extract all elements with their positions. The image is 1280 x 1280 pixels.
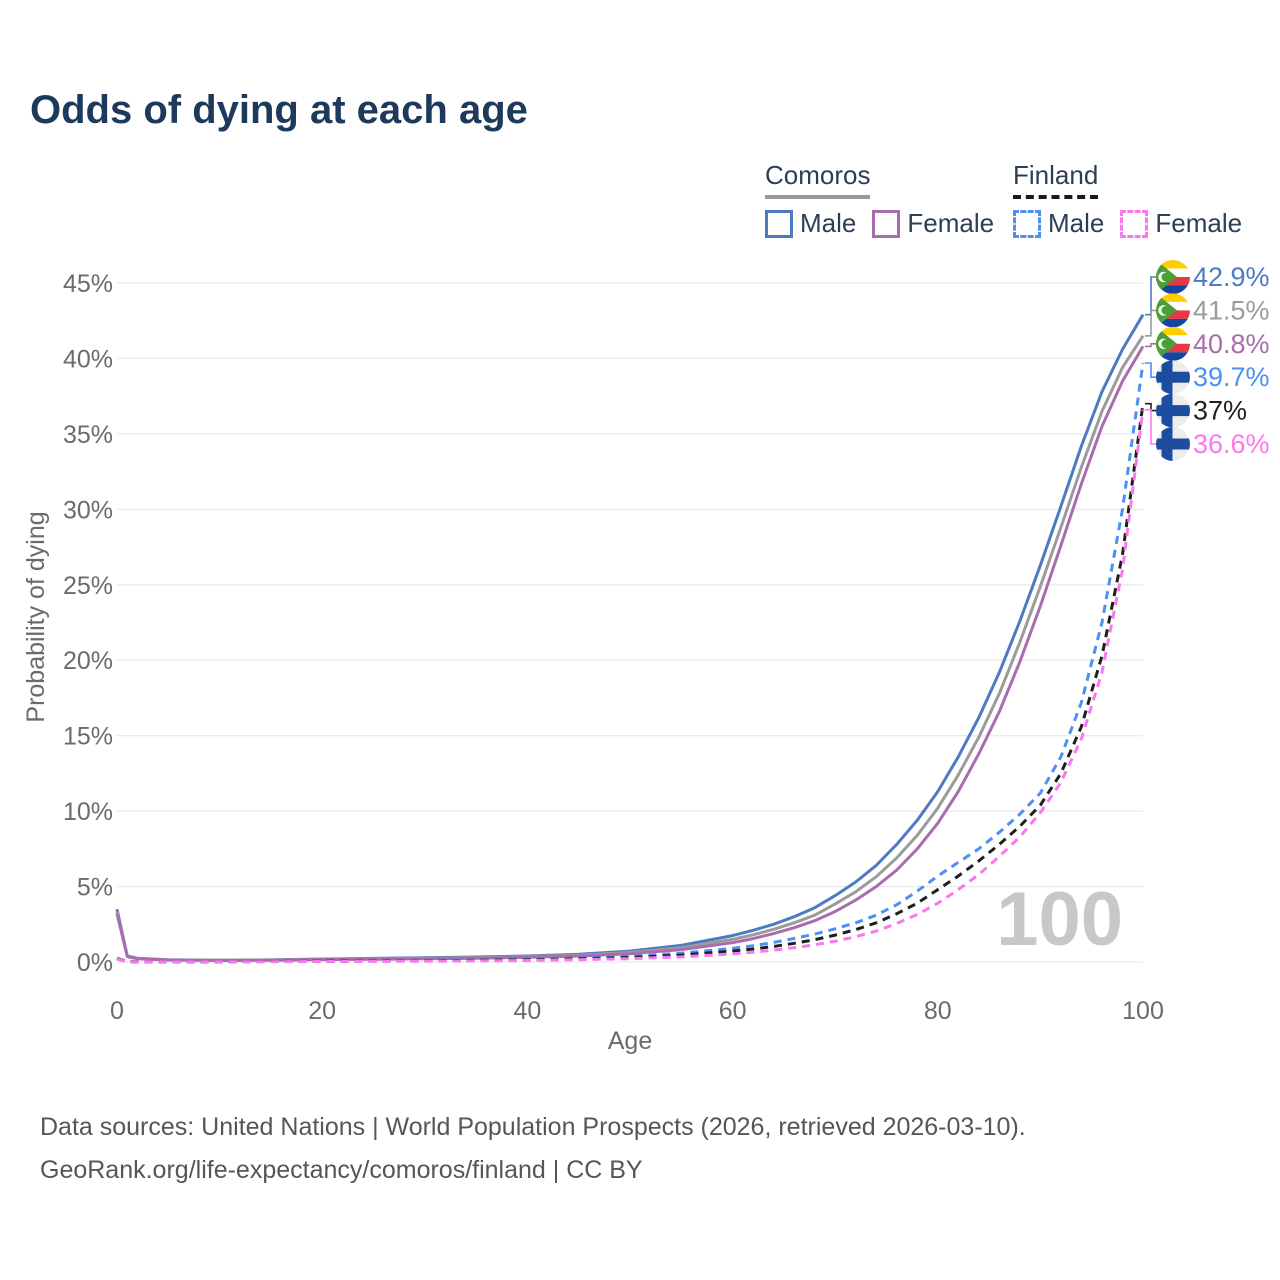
- legend-item-label: Female: [907, 208, 995, 238]
- end-label-leader-finland-male: [1145, 362, 1156, 378]
- end-label-comoros-male: 42.9%: [1193, 262, 1270, 292]
- legend-item-label: Male: [800, 208, 857, 238]
- x-tick-label: 80: [924, 997, 952, 1025]
- age-cursor-watermark: 100: [996, 877, 1123, 962]
- finland-flag-icon: [1156, 393, 1190, 428]
- y-tick-label: 20%: [63, 647, 113, 675]
- end-label-comoros-female: 40.8%: [1193, 329, 1270, 359]
- x-axis-title: Age: [608, 1027, 652, 1055]
- page-title: Odds of dying at each age: [30, 88, 528, 132]
- y-tick-label: 45%: [63, 270, 113, 298]
- y-tick-label: 35%: [63, 421, 113, 449]
- x-tick-label: 20: [308, 997, 336, 1025]
- legend-row-comoros: Male Female: [765, 208, 994, 239]
- legend-item-label: Female: [1155, 208, 1243, 238]
- y-tick-label: 0%: [77, 949, 113, 977]
- y-tick-label: 40%: [63, 345, 113, 373]
- legend-item-label: Male: [1048, 208, 1105, 238]
- footer: Data sources: United Nations | World Pop…: [40, 1106, 1026, 1192]
- legend-row-finland: Male Female: [1013, 208, 1242, 239]
- footer-data-sources: Data sources: United Nations | World Pop…: [40, 1113, 1026, 1141]
- legend-group-finland: Finland Male Female: [1013, 160, 1242, 239]
- end-label-finland-female: 36.6%: [1193, 429, 1270, 459]
- comoros-flag-icon: [1156, 293, 1190, 328]
- legend-item-comoros-female[interactable]: Female: [872, 208, 994, 239]
- comoros-flag-icon: [1156, 326, 1190, 361]
- end-label-finland-male: 39.7%: [1193, 362, 1270, 392]
- end-label-finland-all: 37%: [1193, 396, 1247, 426]
- comoros-male-swatch-icon: [765, 209, 793, 238]
- footer-attribution: GeoRank.org/life-expectancy/comoros/finl…: [40, 1156, 643, 1184]
- series-line-comoros-female: [115, 345, 1145, 962]
- y-tick-label: 25%: [63, 572, 113, 600]
- legend-header-finland[interactable]: Finland: [1013, 160, 1099, 199]
- finland-male-swatch-icon: [1013, 209, 1041, 238]
- end-label-leader-comoros-all: [1145, 309, 1156, 337]
- y-axis-title: Probability of dying: [22, 511, 50, 722]
- series-line-finland-all: [116, 403, 1145, 964]
- y-tick-label: 10%: [63, 798, 113, 826]
- x-tick-label: 40: [513, 997, 541, 1025]
- series-line-comoros-all: [115, 334, 1145, 962]
- legend-item-comoros-male[interactable]: Male: [765, 208, 856, 239]
- series-line-finland-male: [116, 362, 1145, 964]
- end-label-leader-comoros-male: [1145, 276, 1156, 316]
- end-label-leader-comoros-female: [1145, 343, 1156, 348]
- y-tick-label: 30%: [63, 496, 113, 524]
- legend-header-comoros[interactable]: Comoros: [765, 160, 871, 199]
- legend-item-finland-male[interactable]: Male: [1013, 208, 1104, 239]
- x-tick-label: 60: [719, 997, 747, 1025]
- y-tick-label: 5%: [77, 874, 113, 902]
- x-tick-label: 0: [110, 997, 124, 1025]
- finland-flag-icon: [1156, 427, 1190, 461]
- comoros-flag-icon: [1156, 260, 1190, 294]
- end-label-leader-finland-all: [1145, 402, 1156, 412]
- legend-group-comoros: Comoros Male Female: [765, 160, 994, 239]
- finland-flag-icon: [1156, 360, 1190, 395]
- series-line-comoros-male: [115, 313, 1145, 962]
- series-line-finland-female: [116, 409, 1145, 964]
- comoros-female-swatch-icon: [872, 209, 901, 238]
- end-label-leader-finland-female: [1145, 408, 1156, 445]
- y-tick-label: 15%: [63, 723, 113, 751]
- finland-female-swatch-icon: [1120, 209, 1149, 238]
- end-label-comoros-all: 41.5%: [1193, 295, 1270, 325]
- legend-item-finland-female[interactable]: Female: [1120, 208, 1242, 239]
- x-tick-label: 100: [1122, 997, 1164, 1025]
